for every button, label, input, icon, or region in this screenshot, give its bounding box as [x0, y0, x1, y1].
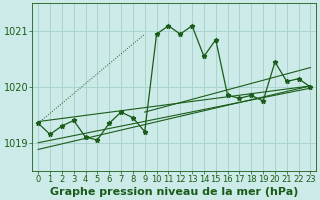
X-axis label: Graphe pression niveau de la mer (hPa): Graphe pression niveau de la mer (hPa)	[50, 187, 299, 197]
